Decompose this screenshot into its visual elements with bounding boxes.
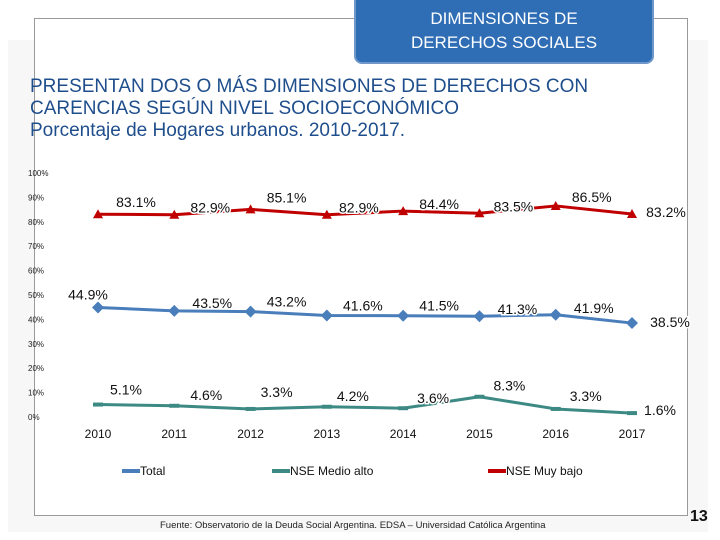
data-label: 8.3% xyxy=(493,378,525,394)
data-point-marker xyxy=(397,309,410,322)
data-label: 38.5% xyxy=(650,314,690,330)
data-point-marker xyxy=(93,209,103,219)
data-point-marker xyxy=(321,209,332,219)
series-line-nse-medio-alto xyxy=(97,395,633,415)
x-tick-label: 2012 xyxy=(237,427,264,441)
section-header-line-2: DERECHOS SOCIALES xyxy=(410,33,598,52)
data-point-marker xyxy=(474,208,485,218)
y-tick-label: 50% xyxy=(28,291,44,300)
data-label: 83.1% xyxy=(116,194,156,210)
legend-entry: Total xyxy=(140,464,165,478)
x-tick-label: 2010 xyxy=(85,427,112,441)
x-tick-label: 2014 xyxy=(390,427,417,441)
x-tick-label: 2016 xyxy=(542,427,569,441)
data-label: 82.9% xyxy=(339,200,379,216)
data-label: 41.5% xyxy=(419,298,459,314)
data-label: 41.3% xyxy=(498,301,538,317)
data-label: 84.4% xyxy=(419,196,459,212)
title-line-1: PRESENTAN DOS O MÁS DIMENSIONES DE DEREC… xyxy=(30,76,589,97)
data-label: 5.1% xyxy=(110,382,142,398)
section-header-line-1: DIMENSIONES DE xyxy=(430,9,578,28)
y-tick-label: 20% xyxy=(28,364,44,373)
data-point-marker xyxy=(244,305,257,318)
x-tick-label: 2011 xyxy=(161,427,187,441)
data-point-marker xyxy=(169,209,180,219)
series-line-nse-muy-bajo xyxy=(97,204,633,217)
data-point-marker xyxy=(398,206,409,216)
y-tick-label: 30% xyxy=(28,340,44,349)
data-label: 4.2% xyxy=(337,388,369,404)
data-label: 86.5% xyxy=(572,189,612,205)
page-number: 13 xyxy=(690,508,708,525)
data-label: 41.6% xyxy=(343,297,383,313)
y-tick-label: 60% xyxy=(28,267,44,276)
data-point-marker xyxy=(626,317,638,330)
title-line-2: CARENCIAS SEGÚN NIVEL SOCIOECONÓMICO xyxy=(30,98,459,119)
x-tick-label: 2015 xyxy=(466,427,493,441)
y-tick-label: 80% xyxy=(28,218,44,227)
y-tick-label: 10% xyxy=(28,389,44,398)
data-point-marker xyxy=(549,308,562,321)
data-label: 82.9% xyxy=(190,200,230,216)
data-point-marker xyxy=(245,204,256,214)
series-line-total xyxy=(97,305,633,325)
content-frame xyxy=(34,18,688,516)
data-label: 1.6% xyxy=(644,402,676,418)
x-tick-label: 2017 xyxy=(619,427,646,441)
x-tick-label: 2013 xyxy=(314,427,341,441)
y-tick-label: 40% xyxy=(28,315,44,324)
source-note: Fuente: Observatorio de la Deuda Social … xyxy=(160,520,546,531)
y-tick-label: 0% xyxy=(28,413,40,422)
data-label: 83.2% xyxy=(646,204,686,220)
data-point-marker xyxy=(92,301,104,314)
legend-entry: NSE Medio alto xyxy=(290,464,374,478)
data-label: 41.9% xyxy=(574,300,614,316)
data-label: 83.5% xyxy=(494,198,534,214)
page-title: PRESENTAN DOS O MÁS DIMENSIONES DE DEREC… xyxy=(30,76,690,142)
data-label: 43.5% xyxy=(192,295,232,311)
legend-entry: NSE Muy bajo xyxy=(506,464,583,478)
section-header: DIMENSIONES DE DERECHOS SOCIALES xyxy=(354,0,654,64)
data-point-marker xyxy=(473,310,486,323)
y-tick-label: 100% xyxy=(28,169,48,178)
data-label: 43.2% xyxy=(267,294,307,310)
data-label: 44.9% xyxy=(68,286,108,302)
data-label: 3.6% xyxy=(417,390,449,406)
y-tick-label: 90% xyxy=(28,193,44,202)
data-label: 3.3% xyxy=(570,388,602,404)
y-tick-label: 70% xyxy=(28,242,44,251)
data-label: 85.1% xyxy=(267,189,307,205)
data-point-marker xyxy=(320,309,333,322)
data-point-marker xyxy=(627,208,637,218)
data-point-marker xyxy=(168,304,181,317)
data-label: 3.3% xyxy=(261,384,293,400)
title-line-3: Porcentaje de Hogares urbanos. 2010-2017… xyxy=(30,120,405,141)
data-point-marker xyxy=(550,200,561,210)
data-label: 4.6% xyxy=(190,387,222,403)
